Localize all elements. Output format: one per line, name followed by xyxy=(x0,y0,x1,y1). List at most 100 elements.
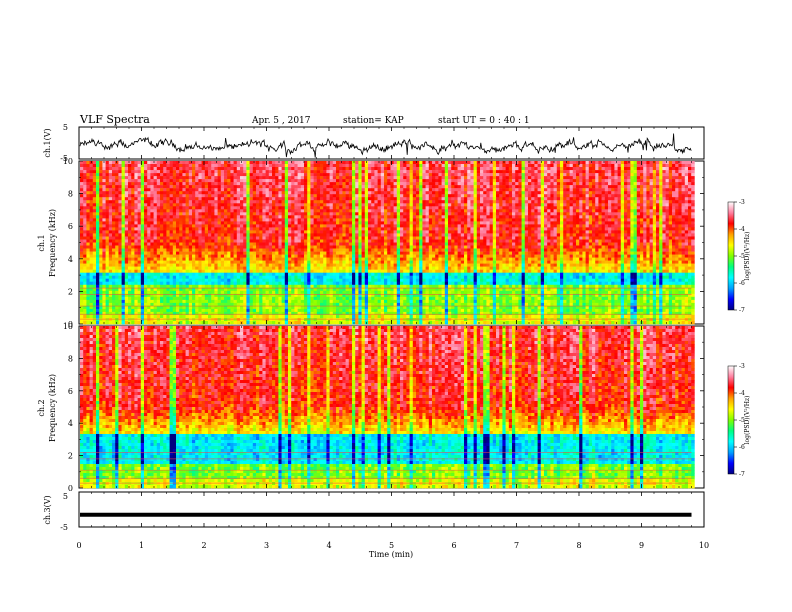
spectrogram-cell xyxy=(480,188,484,192)
spectrogram-cell xyxy=(470,185,474,189)
spectrogram-cell xyxy=(105,182,110,186)
spectrogram-cell xyxy=(496,209,500,213)
spectrogram-cell xyxy=(240,200,244,204)
spectrogram-cell xyxy=(422,176,426,180)
spectrogram-cell xyxy=(185,188,190,192)
spectrogram-cell xyxy=(396,170,401,174)
spectrogram-cell xyxy=(672,215,676,219)
spectrogram-cell xyxy=(646,209,650,213)
spectrogram-cell xyxy=(198,224,202,228)
spectrogram-cell xyxy=(534,188,538,192)
spectrogram-cell xyxy=(156,236,161,240)
spectrogram-cell xyxy=(560,203,564,207)
spectrogram-cell xyxy=(560,200,564,204)
spectrogram-cell xyxy=(556,194,561,198)
spectrogram-cell xyxy=(275,173,279,177)
spectrogram-cell xyxy=(675,203,679,207)
spectrogram-cell xyxy=(163,230,167,234)
spectrogram-cell xyxy=(502,200,506,204)
spectrogram-cell xyxy=(579,179,583,183)
spectrogram-cell xyxy=(502,164,506,168)
spectrogram-cell xyxy=(521,191,526,195)
spectrogram-cell xyxy=(310,203,314,207)
spectrogram-cell xyxy=(86,230,90,234)
spectrogram-cell xyxy=(284,215,289,219)
spectrogram-cell xyxy=(649,212,654,216)
spectrogram-cell xyxy=(448,209,452,213)
spectrogram-cell xyxy=(515,170,519,174)
spectrogram-cell xyxy=(188,206,193,210)
spectrogram-cell xyxy=(454,230,458,234)
spectrogram-cell xyxy=(211,191,215,195)
spectrogram-cell xyxy=(284,170,289,174)
spectrogram-cell xyxy=(310,185,314,189)
spectrogram-cell xyxy=(681,191,686,195)
spectrogram-cell xyxy=(134,233,138,237)
spectrogram-cell xyxy=(182,197,186,201)
spectrogram-cell xyxy=(275,215,279,219)
spectrogram-cell xyxy=(688,176,692,180)
spectrogram-cell xyxy=(665,203,670,207)
spectrogram-cell xyxy=(406,206,410,210)
spectrogram-cell xyxy=(403,218,407,222)
spectrogram-cell xyxy=(611,188,615,192)
spectrogram-cell xyxy=(611,230,615,234)
spectrogram-cell xyxy=(233,200,238,204)
spectrogram-cell xyxy=(211,212,215,216)
spectrogram-cell xyxy=(172,194,177,198)
spectrogram-cell xyxy=(505,230,510,234)
spectrogram-cell xyxy=(432,170,436,174)
spectrogram-cell xyxy=(537,227,542,231)
spectrogram-cell xyxy=(316,224,321,228)
spectrogram-cell xyxy=(336,203,340,207)
spectrogram-cell xyxy=(268,194,273,198)
spectrogram-cell xyxy=(524,161,529,165)
spectrogram-cell xyxy=(502,218,506,222)
spectrogram-cell xyxy=(364,200,369,204)
spectrogram-cell xyxy=(563,161,567,165)
spectrogram-cell xyxy=(182,176,186,180)
spectrogram-cell xyxy=(614,212,618,216)
spectrogram-cell xyxy=(262,191,266,195)
spectrogram-cell xyxy=(313,215,318,219)
spectrogram-cell xyxy=(182,233,186,237)
spectrogram-cell xyxy=(185,176,190,180)
spectrogram-cell xyxy=(470,161,474,165)
spectrogram-cell xyxy=(291,233,295,237)
spectrogram-cell xyxy=(249,221,254,225)
spectrogram-cell xyxy=(553,218,558,222)
spectrogram-cell xyxy=(550,227,554,231)
spectrogram-cell xyxy=(172,179,177,183)
spectrogram-cell xyxy=(601,230,606,234)
spectrogram-cell xyxy=(515,173,519,177)
spectrogram-cell xyxy=(92,179,97,183)
spectrogram-cell xyxy=(601,167,606,171)
spectrogram-cell xyxy=(294,191,298,195)
spectrogram-cell xyxy=(300,200,305,204)
spectrogram-cell xyxy=(569,185,574,189)
spectrogram-cell xyxy=(339,224,343,228)
spectrogram-cell xyxy=(252,173,257,177)
spectrogram-cell xyxy=(339,185,343,189)
spectrogram-cell xyxy=(156,215,161,219)
spectrogram-cell xyxy=(457,230,462,234)
spectrogram-cell xyxy=(252,197,257,201)
spectrogram-cell xyxy=(294,173,298,177)
spectrogram-cell xyxy=(649,194,654,198)
spectrogram-cell xyxy=(508,209,513,213)
spectrogram-cell xyxy=(140,194,145,198)
spectrogram-cell xyxy=(128,167,132,171)
spectrogram-cell xyxy=(144,209,148,213)
spectrogram-cell xyxy=(441,224,446,228)
spectrogram-cell xyxy=(259,176,263,180)
spectrogram-cell xyxy=(470,179,474,183)
spectrogram-cell xyxy=(544,200,548,204)
spectrogram-cell xyxy=(672,176,676,180)
spectrogram-cell xyxy=(342,164,346,168)
spectrogram-cell xyxy=(240,233,244,237)
spectrogram-cell xyxy=(364,215,369,219)
spectrogram-cell xyxy=(310,233,314,237)
spectrogram-cell xyxy=(448,224,452,228)
spectrogram-cell xyxy=(172,173,177,177)
spectrogram-cell xyxy=(256,188,260,192)
